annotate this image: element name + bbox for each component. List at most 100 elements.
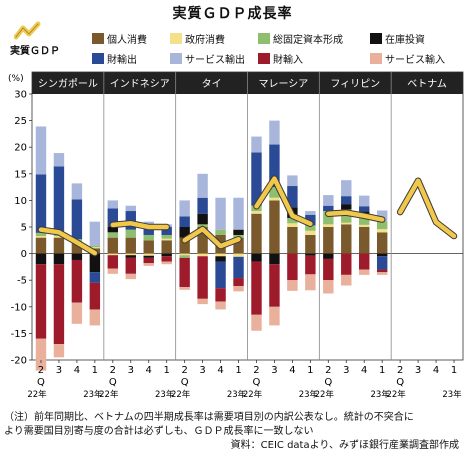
bar-segment [107,268,119,274]
x-year-start-label: 22年 [243,389,263,400]
bar-segment [215,288,226,302]
bar-segment [197,213,208,225]
bar-segment [305,255,316,275]
bar-segment [143,263,154,266]
x-tick-label: 4 [361,365,367,376]
bar-segment [376,221,388,230]
bar-segment [35,174,47,233]
bar-segment [251,253,262,262]
legend-swatch [370,33,382,44]
legend-label: 個人消費 [107,35,147,46]
bar-segment [35,264,47,339]
bar-segment [359,224,370,227]
bar-segment [287,253,298,281]
panel-title: インドネシア [110,78,170,90]
bar-segment [287,280,298,291]
x-q-label: Q [396,377,404,388]
gdp-line [254,176,313,227]
x-q-label: Q [253,377,261,388]
legend-item: 在庫投資 [370,31,425,46]
gdp-line [38,227,98,256]
bar-segment [305,225,316,231]
bar-segment [71,259,83,303]
bar-segment [341,253,352,275]
bar-segment [215,229,226,235]
bar-segment [107,237,119,254]
legend-swatch [258,33,270,44]
legend-label: 総固定資本形成 [273,35,343,46]
bar-segment [323,253,334,259]
bar-segment [215,301,226,310]
legend-item: 個人消費 [92,31,147,46]
bar-segment [89,272,101,283]
bar-segment [71,242,83,254]
bar-segment [305,230,316,235]
bar-segment [107,208,119,227]
x-q-label: Q [109,377,117,388]
bar-segment [179,237,190,254]
bar-segment [251,314,262,331]
bar-segment [179,227,190,238]
y-tick-label: -15 [11,329,27,340]
bar-segment [143,257,154,264]
bar-segment [35,237,47,254]
bar-segment [287,175,298,187]
bar-segment [305,253,316,256]
bar-segment [269,197,280,201]
bar-segment [359,269,370,275]
bar-segment [215,256,226,262]
legend-label: 財輸入 [273,55,303,66]
x-year-start-label: 22年 [171,389,191,400]
bar-segment [287,217,298,224]
bar-segment [197,173,208,198]
bar-segment [107,200,119,209]
bar-segment [179,253,190,256]
bar-segment [287,186,298,208]
bar-segment [215,197,226,230]
x-tick-label: 3 [271,365,277,376]
bar-segment [341,209,352,223]
x-tick-label: 4 [433,365,439,376]
bar-segment [89,282,101,310]
bar-segment [89,245,101,248]
x-tick-label: 3 [199,365,205,376]
x-tick-label: 4 [74,365,80,376]
bar-segment [251,211,262,214]
x-tick-label: 2 [181,365,187,376]
x-tick-label: 3 [56,365,62,376]
bar-segment [89,221,101,246]
bar-segment [341,204,352,210]
bar-segment [233,229,244,235]
bar-segment [233,253,244,257]
panel-title: フィリピン [330,78,380,90]
x-tick-label: 4 [289,365,295,376]
bar-segment [323,224,334,227]
bar-segment [125,229,136,238]
bar-segment [197,227,208,254]
bar-segment [215,253,226,257]
bar-segment [323,227,334,254]
bar-segment [359,227,370,254]
bar-segment [287,227,298,254]
bar-segment [71,253,83,260]
bar-segment [341,222,352,225]
bar-segment [323,258,334,281]
panel-title: タイ [202,78,222,90]
x-tick-label: 1 [379,365,385,376]
x-q-label: Q [181,377,189,388]
legend-label: 在庫投資 [385,35,425,46]
bar-segment [359,216,370,225]
bar-segment [376,253,388,257]
legend-item: 財輸出 [92,51,137,66]
bar-segment [269,120,280,145]
bar-segment [35,126,47,175]
bar-segment [107,227,119,233]
x-year-end-label: 23年 [155,389,175,400]
bar-segment [143,221,154,225]
y-tick-label: 0 [21,249,27,260]
legend-label: サービス輸出 [185,55,245,66]
bar-segment [89,309,101,326]
bar-segment [341,196,352,205]
note-line-1: （注）前年同期比、ベトナムの四半期成長率は需要項目別の内訳公表なし。統計の不突合… [4,412,414,423]
gdp-line [182,226,241,249]
